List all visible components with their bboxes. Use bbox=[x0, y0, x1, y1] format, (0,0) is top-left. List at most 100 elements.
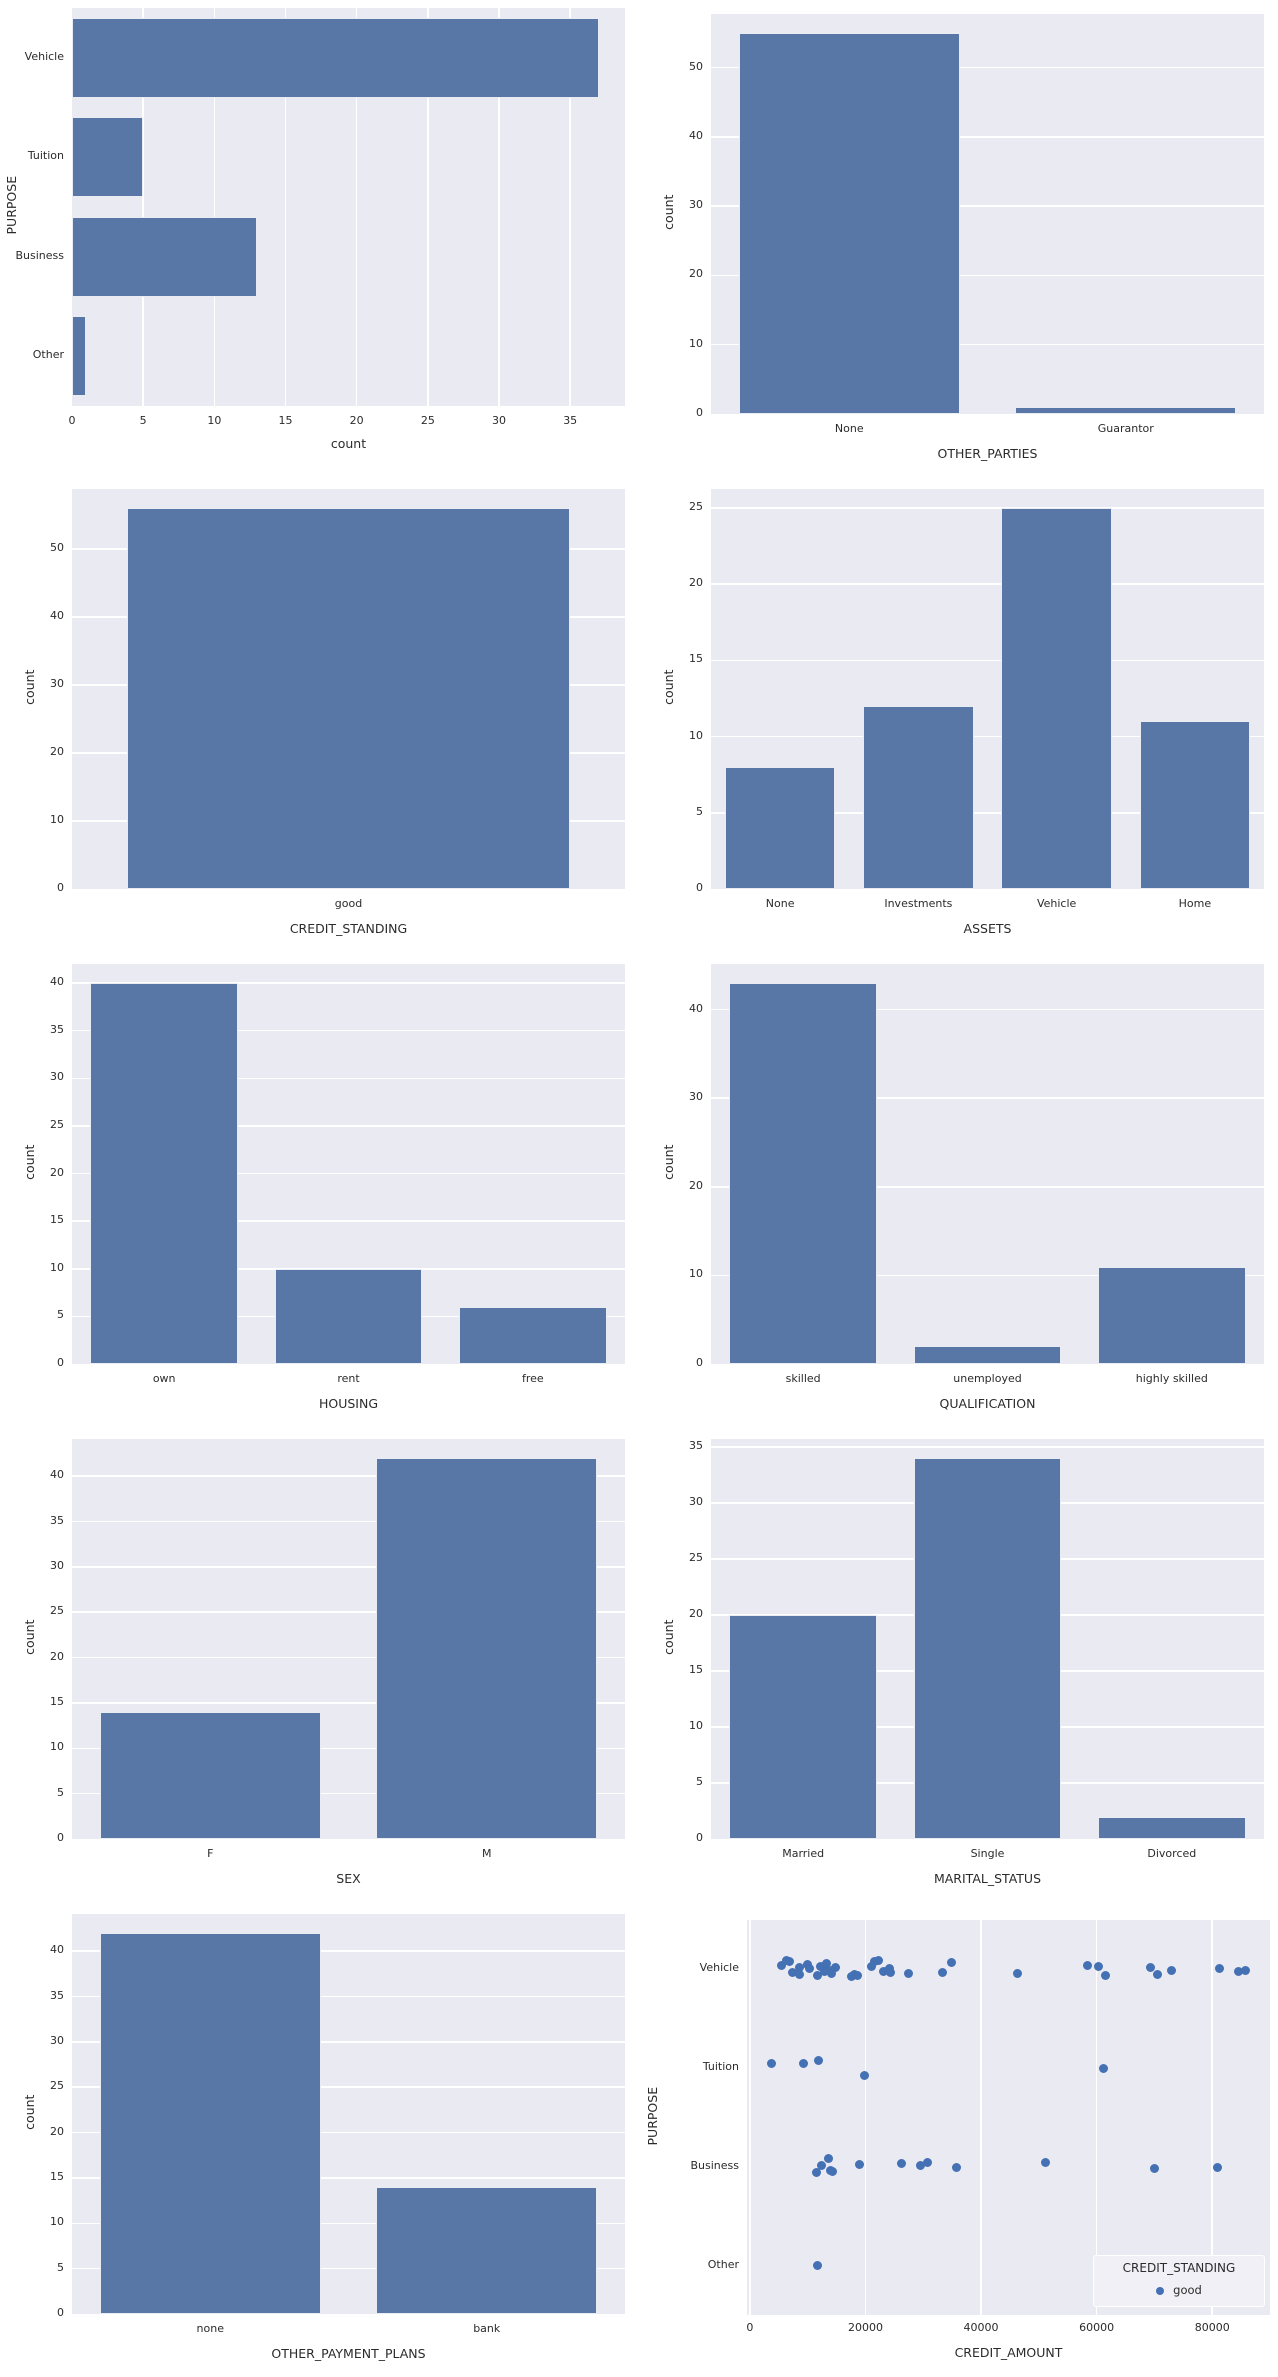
scatter-point bbox=[1213, 2163, 1223, 2173]
y-tick-label: 15 bbox=[50, 1694, 64, 1708]
gridline bbox=[72, 1475, 625, 1477]
y-tick-label: 30 bbox=[689, 1090, 703, 1104]
gridline bbox=[864, 1920, 867, 2315]
y-tick-label: 5 bbox=[696, 804, 703, 818]
gridline bbox=[72, 2222, 625, 2225]
countplot-assets: 0 5 10 15 20 25 None Investments Vehicle Home ASSE… bbox=[639, 475, 1278, 950]
scatter-point bbox=[947, 1957, 957, 1967]
countplot-housing: 0 5 10 15 20 25 30 35 40 own rent free HOUSING count bbox=[0, 950, 639, 1425]
gridline bbox=[72, 2177, 625, 2179]
y-tick-label: 30 bbox=[689, 1494, 703, 1508]
gridline bbox=[711, 343, 1264, 346]
gridline bbox=[980, 1920, 982, 2315]
y-tick-label: 5 bbox=[57, 1308, 64, 1322]
scatter-point bbox=[886, 1967, 896, 1977]
scatter-point bbox=[1146, 1962, 1156, 1972]
gridline bbox=[569, 8, 571, 406]
gridline bbox=[72, 1566, 625, 1568]
bar bbox=[729, 983, 877, 1364]
countplot-purpose: 0 5 10 15 20 25 30 35 Vehicle Tuition Business Othe… bbox=[0, 0, 639, 475]
y-tick-label: 15 bbox=[50, 1213, 64, 1227]
y-tick-label: 20 bbox=[50, 1649, 64, 1663]
y-tick-label: 30 bbox=[50, 1070, 64, 1084]
legend-title: CREDIT_STANDING bbox=[1122, 2261, 1236, 2275]
scatter-point bbox=[867, 1961, 877, 1971]
x-axis-label: CREDIT_STANDING bbox=[289, 921, 408, 936]
scatter-point bbox=[795, 1969, 805, 1979]
y-tick-label: Business bbox=[15, 248, 64, 262]
scatter-point bbox=[951, 2163, 961, 2173]
x-tick-label: F bbox=[207, 1847, 214, 1860]
scatter-point bbox=[787, 1967, 797, 1977]
bar bbox=[376, 2187, 598, 2314]
bar bbox=[72, 216, 258, 297]
gridline bbox=[1211, 1920, 1213, 2315]
y-tick-label: 0 bbox=[57, 1356, 64, 1369]
countplot-other-payment-plans: 0 5 10 15 20 25 30 35 40 none bank OTHER_PAYMENT_PL… bbox=[0, 1900, 639, 2377]
gridline bbox=[72, 1656, 625, 1659]
y-tick-label: 10 bbox=[689, 336, 703, 350]
scatter-point bbox=[767, 2058, 777, 2068]
countplot-other-parties: 0 10 20 30 40 50 None Guarantor OTHER_PARTIES cou… bbox=[639, 0, 1278, 475]
y-tick-label: Tuition bbox=[702, 2060, 739, 2074]
x-tick-label: M bbox=[482, 1847, 492, 1860]
x-tick-label: own bbox=[152, 1372, 176, 1385]
bar bbox=[127, 508, 570, 889]
scatter-point bbox=[1167, 1965, 1177, 1975]
x-tick-label: 20000 bbox=[847, 2321, 883, 2334]
y-tick-label: 40 bbox=[50, 1468, 64, 1482]
y-tick-label: 20 bbox=[50, 1165, 64, 1179]
gridline bbox=[72, 1077, 625, 1080]
scatter-point bbox=[826, 1968, 836, 1978]
scatter-point bbox=[811, 2168, 821, 2178]
x-tick-label: 35 bbox=[563, 414, 578, 427]
y-tick-label: Other bbox=[707, 2257, 739, 2271]
x-tick-label: 20 bbox=[349, 414, 364, 427]
bar bbox=[1139, 721, 1251, 889]
x-tick-label: Divorced bbox=[1147, 1847, 1197, 1860]
scatter-point bbox=[1153, 1969, 1163, 1979]
y-tick-label: 0 bbox=[696, 1356, 703, 1369]
x-tick-label: bank bbox=[473, 2322, 501, 2335]
scatter-point bbox=[813, 2261, 822, 2271]
x-axis-label: count bbox=[330, 436, 367, 451]
scatter-point bbox=[822, 1958, 832, 1968]
x-tick-label: 10 bbox=[207, 414, 222, 427]
gridline bbox=[72, 1172, 625, 1175]
countplot-qualification: 0 10 20 30 40 skilled unemployed highly skilled… bbox=[639, 950, 1278, 1425]
gridline bbox=[72, 2086, 625, 2088]
bar bbox=[738, 33, 960, 414]
plot-area bbox=[747, 1920, 1270, 2315]
x-tick-label: rent bbox=[337, 1372, 360, 1385]
gridline bbox=[711, 507, 1264, 509]
scatter-point bbox=[1012, 1968, 1022, 1978]
scatter-point bbox=[813, 1970, 822, 1980]
gridline bbox=[711, 1097, 1264, 1099]
y-tick-label: 20 bbox=[689, 1178, 703, 1192]
gridline bbox=[498, 8, 500, 406]
y-tick-label: Tuition bbox=[27, 149, 64, 163]
legend-item-label: good bbox=[1173, 2283, 1202, 2298]
gridline bbox=[72, 1125, 625, 1127]
x-tick-label: free bbox=[521, 1372, 544, 1385]
y-tick-label: 40 bbox=[689, 128, 703, 142]
scatter-point bbox=[1083, 1960, 1093, 1970]
legend-marker-icon bbox=[1156, 2287, 1165, 2295]
y-tick-label: Vehicle bbox=[699, 1961, 739, 1975]
y-tick-label: 10 bbox=[689, 1267, 703, 1281]
scatter-point bbox=[1099, 2063, 1109, 2073]
y-axis-label: count bbox=[660, 1619, 676, 1655]
bar bbox=[1098, 1266, 1246, 1364]
scatter-point bbox=[938, 1967, 948, 1977]
gridline bbox=[72, 1747, 625, 1750]
y-tick-label: 40 bbox=[50, 975, 64, 989]
gridline bbox=[72, 1702, 625, 1704]
gridline bbox=[711, 66, 1264, 69]
scatterplot-credit-amount-purpose: 0 20000 40000 60000 80000 Vehicle Tuition Busin… bbox=[639, 1900, 1278, 2377]
scatter-point bbox=[853, 1970, 863, 1980]
bar bbox=[72, 316, 87, 397]
gridline bbox=[72, 2131, 625, 2134]
y-tick-label: 0 bbox=[57, 1831, 64, 1844]
